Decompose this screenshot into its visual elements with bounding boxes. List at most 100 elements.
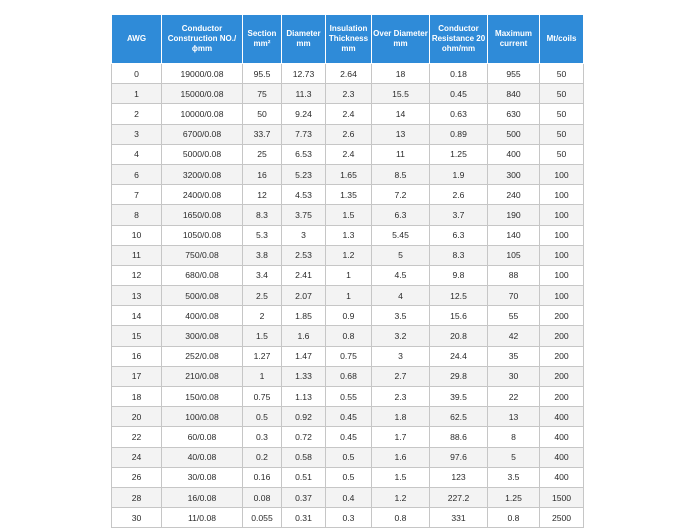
cell-maximum-current: 630 [487,103,540,125]
cell-insulation-thickness: 2.3 [325,83,372,105]
cell-section: 3.4 [242,264,282,287]
cell-insulation-thickness: 1.65 [325,163,372,186]
cell-awg: 7 [111,184,162,206]
header-section: Section mm² [242,14,282,64]
cell-maximum-current: 140 [487,224,540,246]
cell-conductor-construction: 210/0.08 [161,365,243,388]
cell-awg: 15 [111,325,162,347]
cell-conductor-resistance: 2.6 [429,184,488,206]
cell-conductor-construction: 680/0.08 [161,264,243,287]
cell-awg: 14 [111,305,162,327]
cell-over-diameter: 8.5 [371,163,430,186]
cell-conductor-construction: 500/0.08 [161,285,243,307]
cell-conductor-resistance: 3.7 [429,204,488,226]
cable-spec-table: AWG Conductor Construction NO./ϕmm Section… [111,14,584,528]
cell-mt-coils: 2500 [539,507,584,528]
cell-awg: 12 [111,264,162,287]
cell-maximum-current: 55 [487,305,540,327]
table-row: 6 3200/0.08 16 5.23 1.65 8.5 1.9 300 100 [111,163,584,186]
cell-insulation-thickness: 0.75 [325,345,372,367]
cell-insulation-thickness: 0.45 [325,406,372,428]
table-row: 8 1650/0.08 8.3 3.75 1.5 6.3 3.7 190 100 [111,204,584,226]
table-row: 15 300/0.08 1.5 1.6 0.8 3.2 20.8 42 200 [111,325,584,347]
cell-over-diameter: 1.2 [371,486,430,509]
cell-awg: 17 [111,365,162,388]
cell-diameter: 3.75 [281,204,326,226]
cell-conductor-resistance: 331 [429,507,488,528]
cell-diameter: 0.92 [281,406,326,428]
cell-insulation-thickness: 0.68 [325,365,372,388]
cell-conductor-construction: 1050/0.08 [161,224,243,246]
cell-mt-coils: 200 [539,325,584,347]
cell-over-diameter: 3.5 [371,305,430,327]
cell-section: 0.055 [242,507,282,528]
cell-diameter: 0.72 [281,426,326,448]
cell-maximum-current: 190 [487,204,540,226]
cell-mt-coils: 200 [539,305,584,327]
cell-maximum-current: 22 [487,385,540,408]
cell-conductor-resistance: 227.2 [429,486,488,509]
cell-mt-coils: 100 [539,244,584,266]
table-row: 26 30/0.08 0.16 0.51 0.5 1.5 123 3.5 400 [111,466,584,488]
cell-conductor-resistance: 0.89 [429,123,488,145]
cell-mt-coils: 100 [539,285,584,307]
cell-section: 1.27 [242,345,282,367]
cell-conductor-construction: 5000/0.08 [161,143,243,165]
cell-diameter: 1.13 [281,385,326,408]
table-row: 3 6700/0.08 33.7 7.73 2.6 13 0.89 500 50 [111,123,584,145]
cell-conductor-resistance: 20.8 [429,325,488,347]
cell-maximum-current: 105 [487,244,540,266]
cell-maximum-current: 35 [487,345,540,367]
cell-mt-coils: 400 [539,406,584,428]
cell-conductor-construction: 16/0.08 [161,486,243,509]
cell-over-diameter: 1.6 [371,446,430,468]
cell-awg: 16 [111,345,162,367]
cell-diameter: 1.47 [281,345,326,367]
table-row: 10 1050/0.08 5.3 3 1.3 5.45 6.3 140 100 [111,224,584,246]
cell-conductor-construction: 2400/0.08 [161,184,243,206]
table-row: 4 5000/0.08 25 6.53 2.4 11 1.25 400 50 [111,143,584,165]
table-row: 18 150/0.08 0.75 1.13 0.55 2.3 39.5 22 200 [111,385,584,408]
cell-over-diameter: 0.8 [371,507,430,528]
cell-conductor-resistance: 1.9 [429,163,488,186]
cell-conductor-construction: 6700/0.08 [161,123,243,145]
table-row: 17 210/0.08 1 1.33 0.68 2.7 29.8 30 200 [111,365,584,388]
cell-insulation-thickness: 0.8 [325,325,372,347]
cell-conductor-construction: 15000/0.08 [161,83,243,105]
cell-over-diameter: 5.45 [371,224,430,246]
cell-conductor-construction: 10000/0.08 [161,103,243,125]
cell-awg: 24 [111,446,162,468]
cell-awg: 1 [111,83,162,105]
cell-section: 16 [242,163,282,186]
cell-mt-coils: 50 [539,83,584,105]
cell-maximum-current: 13 [487,406,540,428]
cell-conductor-construction: 11/0.08 [161,507,243,528]
cell-insulation-thickness: 0.9 [325,305,372,327]
cell-section: 25 [242,143,282,165]
cell-conductor-resistance: 0.63 [429,103,488,125]
cell-conductor-construction: 150/0.08 [161,385,243,408]
cell-awg: 18 [111,385,162,408]
cell-over-diameter: 3.2 [371,325,430,347]
table-row: 22 60/0.08 0.3 0.72 0.45 1.7 88.6 8 400 [111,426,584,448]
cell-section: 0.16 [242,466,282,488]
cell-section: 3.8 [242,244,282,266]
cell-maximum-current: 30 [487,365,540,388]
cell-conductor-resistance: 0.45 [429,83,488,105]
cell-insulation-thickness: 1.2 [325,244,372,266]
cell-insulation-thickness: 0.3 [325,507,372,528]
cell-over-diameter: 11 [371,143,430,165]
cell-conductor-construction: 60/0.08 [161,426,243,448]
cell-section: 0.2 [242,446,282,468]
cell-diameter: 6.53 [281,143,326,165]
cell-section: 0.08 [242,486,282,509]
cell-diameter: 5.23 [281,163,326,186]
cell-conductor-resistance: 62.5 [429,406,488,428]
cell-diameter: 4.53 [281,184,326,206]
cell-insulation-thickness: 2.64 [325,62,372,85]
table-row: 20 100/0.08 0.5 0.92 0.45 1.8 62.5 13 400 [111,406,584,428]
cell-conductor-construction: 40/0.08 [161,446,243,468]
cell-awg: 10 [111,224,162,246]
cell-mt-coils: 1500 [539,486,584,509]
cell-conductor-resistance: 9.8 [429,264,488,287]
